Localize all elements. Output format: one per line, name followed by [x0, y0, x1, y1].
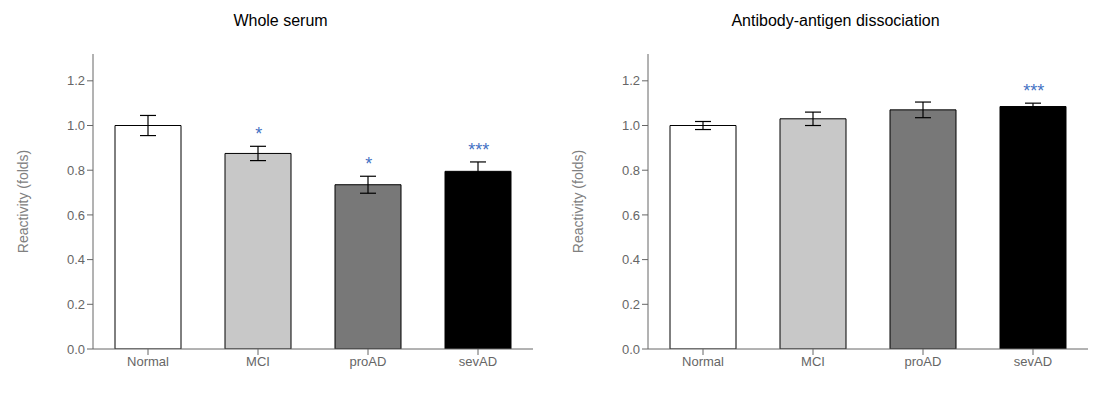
- svg-text:MCI: MCI: [801, 354, 825, 369]
- svg-text:1.2: 1.2: [622, 73, 640, 88]
- svg-text:Normal: Normal: [127, 354, 169, 369]
- svg-text:0.6: 0.6: [67, 208, 85, 223]
- svg-text:MCI: MCI: [246, 354, 270, 369]
- html-text:Whole serum: Whole serum: [233, 12, 328, 29]
- svg-text:0.2: 0.2: [67, 297, 85, 312]
- svg-text:*: *: [254, 124, 262, 144]
- svg-text:0.8: 0.8: [67, 163, 85, 178]
- svg-text:proAD: proAD: [905, 354, 942, 369]
- svg-text:0.4: 0.4: [622, 252, 640, 267]
- svg-text:***: ***: [1022, 81, 1044, 101]
- html-text:Antibody-antigen dissociation: Antibody-antigen dissociation: [731, 12, 940, 29]
- svg-text:0.0: 0.0: [67, 342, 85, 357]
- svg-text:sevAD: sevAD: [1014, 354, 1052, 369]
- svg-text:proAD: proAD: [350, 354, 387, 369]
- svg-text:0.0: 0.0: [622, 342, 640, 357]
- svg-text:Reactivity (folds): Reactivity (folds): [15, 150, 31, 253]
- svg-text:Normal: Normal: [682, 354, 724, 369]
- svg-text:sevAD: sevAD: [459, 354, 497, 369]
- svg-text:0.6: 0.6: [622, 208, 640, 223]
- svg-text:Reactivity (folds): Reactivity (folds): [570, 150, 586, 253]
- svg-text:0.2: 0.2: [622, 297, 640, 312]
- svg-text:1.0: 1.0: [622, 118, 640, 133]
- svg-text:0.8: 0.8: [622, 163, 640, 178]
- svg-text:0.4: 0.4: [67, 252, 85, 267]
- svg-text:1.2: 1.2: [67, 73, 85, 88]
- svg-text:*: *: [364, 154, 372, 174]
- svg-text:1.0: 1.0: [67, 118, 85, 133]
- svg-text:***: ***: [467, 140, 489, 160]
